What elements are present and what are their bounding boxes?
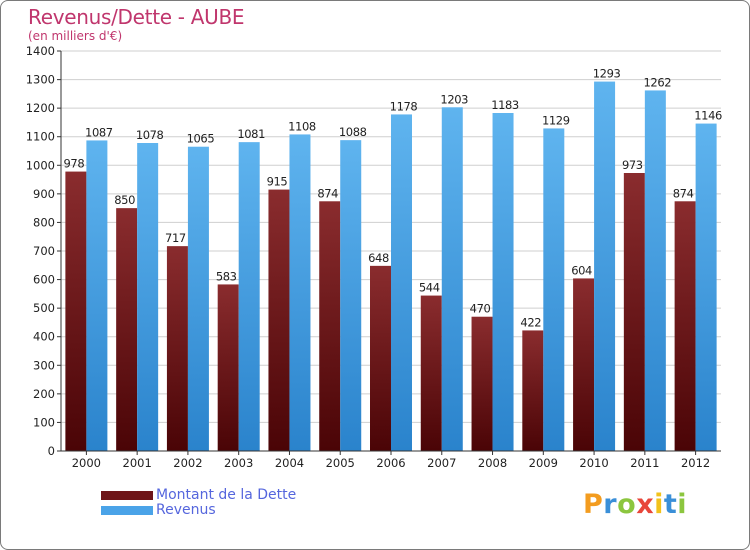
y-tick-label: 200 bbox=[33, 387, 55, 401]
y-tick-label: 1100 bbox=[26, 130, 55, 144]
x-tick-label: 2004 bbox=[275, 456, 304, 470]
bar-revenus bbox=[543, 128, 565, 451]
bar-dette bbox=[573, 278, 595, 451]
bar-dette bbox=[623, 173, 645, 451]
y-tick-label: 300 bbox=[33, 358, 55, 372]
y-tick-label: 900 bbox=[33, 187, 55, 201]
legend-label-revenus: Revenus bbox=[156, 502, 216, 518]
bar-dette bbox=[217, 284, 239, 451]
legend-swatch-debt bbox=[101, 491, 153, 500]
data-label-dette: 604 bbox=[571, 263, 592, 277]
data-label-dette: 973 bbox=[622, 158, 643, 172]
y-tick-label: 600 bbox=[33, 273, 55, 287]
y-tick-label: 800 bbox=[33, 215, 55, 229]
y-tick-label: 500 bbox=[33, 301, 55, 315]
bar-chart: 978 1087 850 1078 717 1065 583 1081 915 1108 874 10… bbox=[26, 44, 723, 470]
bar-revenus bbox=[340, 140, 362, 451]
x-tick-label: 2010 bbox=[579, 456, 608, 470]
data-label-revenus: 1081 bbox=[237, 127, 265, 141]
data-label-revenus: 1146 bbox=[694, 109, 722, 123]
bar-dette bbox=[420, 295, 442, 451]
y-tick-label: 0 bbox=[48, 444, 55, 458]
x-tick-label: 2007 bbox=[427, 456, 456, 470]
data-label-revenus: 1203 bbox=[440, 92, 468, 106]
axis-layer: 0 100 200 300 400 500 600 700 800 900 1000 1100 1200… bbox=[26, 44, 721, 470]
bar-revenus bbox=[289, 134, 311, 451]
data-label-revenus: 1262 bbox=[644, 75, 672, 89]
data-label-dette: 874 bbox=[317, 186, 338, 200]
data-label-revenus: 1178 bbox=[390, 99, 418, 113]
bar-dette bbox=[471, 316, 493, 451]
data-label-revenus: 1087 bbox=[85, 125, 113, 139]
bar-revenus bbox=[137, 143, 159, 451]
data-label-dette: 915 bbox=[267, 175, 288, 189]
x-tick-label: 2008 bbox=[478, 456, 507, 470]
data-label-dette: 850 bbox=[114, 193, 135, 207]
data-label-dette: 544 bbox=[419, 281, 440, 295]
data-label-dette: 422 bbox=[520, 315, 541, 329]
data-label-dette: 583 bbox=[216, 269, 237, 283]
data-label-revenus: 1108 bbox=[288, 119, 316, 133]
x-tick-label: 2000 bbox=[72, 456, 101, 470]
proxiti-logo: Proxiti bbox=[583, 489, 687, 520]
bar-revenus bbox=[644, 90, 666, 451]
logo-letter: r bbox=[603, 489, 618, 520]
x-tick-label: 2005 bbox=[326, 456, 355, 470]
data-label-dette: 978 bbox=[64, 157, 85, 171]
y-tick-label: 400 bbox=[33, 330, 55, 344]
y-tick-label: 700 bbox=[33, 244, 55, 258]
x-tick-label: 2009 bbox=[529, 456, 558, 470]
data-label-revenus: 1065 bbox=[187, 132, 215, 146]
chart-title: Revenus/Dette - AUBE bbox=[28, 5, 245, 29]
bar-dette bbox=[268, 189, 290, 452]
data-label-revenus: 1078 bbox=[136, 128, 164, 142]
bar-dette bbox=[166, 246, 188, 451]
bar-revenus bbox=[238, 142, 260, 451]
data-label-dette: 717 bbox=[165, 231, 186, 245]
bar-dette bbox=[674, 201, 696, 451]
x-tick-label: 2006 bbox=[376, 456, 405, 470]
bar-dette bbox=[522, 330, 544, 451]
bar-dette bbox=[116, 208, 138, 451]
data-label-revenus: 1129 bbox=[542, 113, 570, 127]
legend-swatch-revenus bbox=[101, 506, 153, 515]
data-label-revenus: 1088 bbox=[339, 125, 367, 139]
bar-dette bbox=[370, 265, 391, 451]
bar-revenus bbox=[695, 123, 717, 452]
bar-revenus bbox=[86, 140, 108, 451]
bar-revenus bbox=[492, 113, 514, 451]
x-tick-label: 2012 bbox=[681, 456, 710, 470]
data-label-dette: 874 bbox=[673, 186, 694, 200]
logo-letter: o bbox=[617, 489, 637, 520]
logo-letter: x bbox=[636, 489, 655, 520]
x-tick-label: 2011 bbox=[630, 456, 659, 470]
y-tick-label: 1200 bbox=[26, 101, 55, 115]
x-tick-label: 2003 bbox=[224, 456, 253, 470]
bar-dette bbox=[319, 201, 341, 451]
bar-revenus bbox=[187, 146, 209, 451]
bars-layer: 978 1087 850 1078 717 1065 583 1081 915 1108 874 10… bbox=[64, 67, 722, 452]
x-tick-label: 2001 bbox=[123, 456, 152, 470]
bar-revenus bbox=[441, 107, 463, 452]
data-label-dette: 648 bbox=[368, 251, 389, 265]
data-label-revenus: 1293 bbox=[593, 67, 621, 81]
bar-revenus bbox=[391, 114, 412, 451]
data-label-dette: 470 bbox=[470, 302, 491, 316]
logo-letter: t bbox=[663, 489, 678, 520]
y-tick-label: 100 bbox=[33, 415, 55, 429]
y-tick-label: 1300 bbox=[26, 73, 55, 87]
x-tick-label: 2002 bbox=[173, 456, 202, 470]
bar-dette bbox=[65, 171, 87, 452]
legend-label-debt: Montant de la Dette bbox=[156, 487, 297, 503]
y-tick-label: 1000 bbox=[26, 158, 55, 172]
chart-subtitle: (en milliers d'€) bbox=[28, 29, 123, 43]
data-label-revenus: 1183 bbox=[491, 98, 519, 112]
logo-letter: i bbox=[677, 489, 688, 520]
y-tick-label: 1400 bbox=[26, 44, 55, 58]
bar-revenus bbox=[594, 81, 616, 452]
logo-letter: P bbox=[583, 489, 604, 520]
logo-letter: i bbox=[654, 489, 664, 520]
